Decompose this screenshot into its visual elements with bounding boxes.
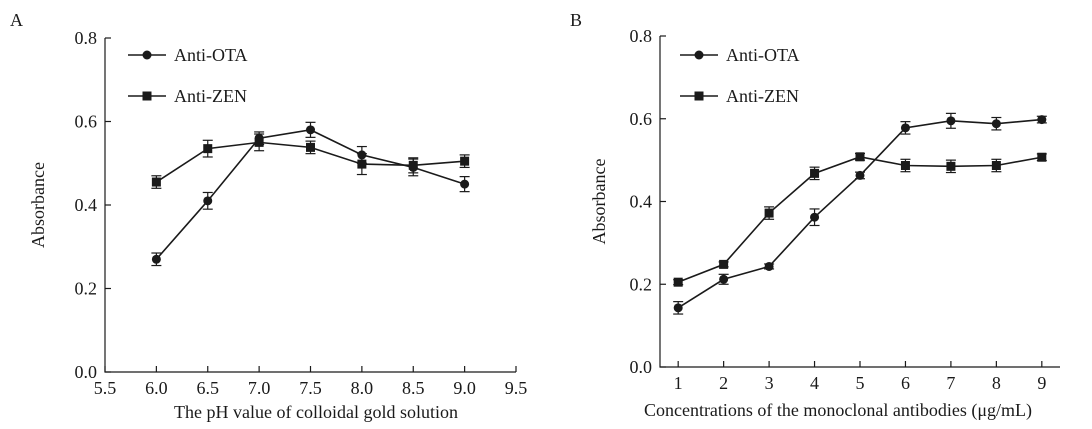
series-anti-zen [673,152,1047,287]
data-point-square [254,137,264,147]
series-anti-ota [673,112,1047,315]
x-tick-label: 6.5 [197,378,220,398]
series-anti-zen [151,133,470,189]
x-tick-label: 9 [1037,373,1046,393]
legend-label: Anti-ZEN [726,86,799,106]
data-point-circle [900,123,910,133]
x-tick-label: 7.0 [248,378,271,398]
data-point-circle [151,254,161,264]
x-tick-label: 9.5 [505,378,528,398]
x-tick-label: 8 [992,373,1001,393]
data-point-circle [991,119,1001,129]
data-point-square [460,156,470,166]
data-point-circle [673,303,683,313]
data-point-circle [810,212,820,222]
x-tick-label: 7.5 [299,378,322,398]
legend-marker-circle [694,50,704,60]
data-point-square [673,277,683,287]
data-point-square [900,161,910,171]
panel-label: B [570,10,582,30]
x-tick-label: 4 [810,373,819,393]
legend-entry: Anti-ZEN [680,86,799,106]
x-tick-label: 8.0 [351,378,374,398]
x-tick-label: 7 [946,373,955,393]
y-tick-label: 0.6 [75,112,98,132]
y-tick-label: 0.0 [75,362,98,382]
y-tick-label: 0.2 [75,279,98,299]
series-line [677,118,1042,309]
x-tick-label: 2 [719,373,728,393]
data-point-square [1037,152,1047,162]
x-axis-title: Concentrations of the monoclonal antibod… [644,400,1032,421]
data-point-circle [946,116,956,126]
x-tick-label: 5.5 [94,378,117,398]
y-tick-label: 0.8 [75,28,98,48]
x-tick-label: 6.0 [145,378,168,398]
data-point-square [764,208,774,218]
y-tick-label: 0.4 [630,192,653,212]
data-point-square [855,152,865,162]
legend-entry: Anti-OTA [680,45,800,65]
data-point-square [946,161,956,171]
y-tick-label: 0.2 [630,274,653,294]
x-tick-label: 9.0 [453,378,476,398]
x-axis-title: The pH value of colloidal gold solution [174,402,458,422]
panel-label: A [10,10,23,30]
legend-entry: Anti-ZEN [128,86,247,106]
legend-marker-square [142,91,152,101]
axis-lines [104,38,516,373]
data-point-square [203,144,213,154]
data-point-square [408,160,418,170]
legend-entry: Anti-OTA [128,45,248,65]
axis-lines [659,36,1060,368]
data-point-square [810,168,820,178]
data-point-circle [764,261,774,271]
data-point-square [357,159,367,169]
x-tick-label: 8.5 [402,378,425,398]
legend-label: Anti-OTA [174,45,248,65]
legend-label: Anti-ZEN [174,86,247,106]
legend-label: Anti-OTA [726,45,800,65]
x-tick-label: 6 [901,373,910,393]
y-tick-label: 0.4 [75,195,98,215]
data-point-square [151,177,161,187]
data-point-circle [306,125,315,135]
legend-marker-square [694,91,704,101]
data-point-circle [1037,115,1047,125]
chart-panel-a: A 0.0 0.2 0.4 0.6 0.8 5.5 6.0 6.5 7.0 7.5 8.0 8.5 9.0… [10,10,527,422]
y-tick-label: 0.0 [630,357,653,377]
y-tick-label: 0.6 [630,109,653,129]
y-axis-title: Absorbance [589,159,609,245]
data-point-square [991,161,1001,171]
chart-panel-b: B 0.0 0.2 0.4 0.6 0.8 1 2 3 4 5 6 7 8 9Concentrations … [570,10,1060,421]
data-point-square [719,259,729,269]
y-axis-title: Absorbance [28,162,48,248]
data-point-square [306,142,315,152]
y-tick-label: 0.8 [630,26,653,46]
x-tick-label: 3 [765,373,774,393]
x-tick-label: 5 [856,373,865,393]
data-point-circle [855,170,865,180]
data-point-circle [719,274,729,284]
data-point-circle [203,196,213,206]
legend-marker-circle [142,50,152,60]
data-point-circle [460,179,470,189]
x-tick-label: 1 [674,373,683,393]
